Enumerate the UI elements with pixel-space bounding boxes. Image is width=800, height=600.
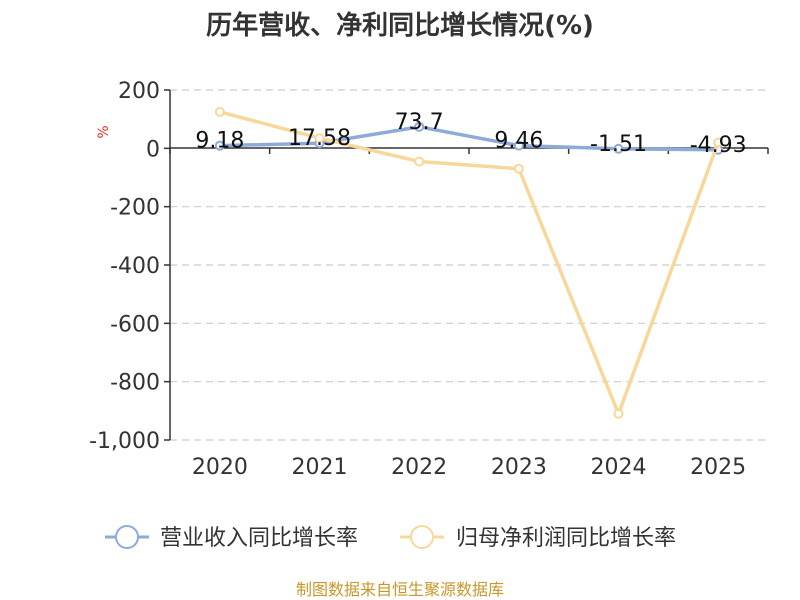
series [214, 106, 724, 419]
data-label: -1.51 [590, 132, 647, 157]
series-1-point [613, 143, 624, 154]
series-2-point [314, 133, 325, 144]
x-tick-label: 2025 [690, 455, 746, 480]
y-tick-label: -400 [110, 254, 160, 279]
series-line-1 [219, 125, 719, 152]
legend-label: 营业收入同比增长率 [160, 526, 358, 551]
y-tick-label: 0 [146, 137, 160, 162]
y-tick-label: 200 [118, 79, 160, 104]
x-tick-label: 2022 [391, 455, 447, 480]
data-label: 9.18 [195, 129, 244, 154]
series-2-point [214, 106, 225, 117]
x-tick-label: 2020 [192, 455, 248, 480]
series-1-point [414, 121, 425, 132]
y-tick-label: -1,000 [89, 429, 160, 454]
grid [170, 89, 768, 441]
series-2-point [713, 137, 724, 148]
series-2-point [613, 408, 624, 419]
data-label: 9.46 [494, 129, 543, 154]
series-2-point [414, 156, 425, 167]
data-labels: 9.18 17.58 73.7 9.46 -1.51 -4.93 [195, 110, 746, 158]
x-tick-label: 2024 [591, 455, 647, 480]
legend-swatch-marker [115, 525, 139, 549]
series-line-2 [219, 110, 720, 416]
series-1-point [513, 140, 524, 151]
series-2-point [513, 163, 524, 174]
y-tick-label: -800 [110, 371, 160, 396]
series-1-point [214, 140, 225, 151]
legend-swatch-marker [410, 525, 434, 549]
data-label: 17.58 [288, 126, 351, 151]
x-tick-label: 2023 [491, 455, 547, 480]
source-note: 制图数据来自恒生聚源数据库 [296, 580, 504, 599]
y-tick-label: -200 [110, 196, 160, 221]
chart-title: 历年营收、净利同比增长情况(%) [206, 10, 594, 41]
y-axis-label: % [96, 125, 112, 138]
x-tick-label: 2021 [292, 455, 348, 480]
data-label: -4.93 [690, 133, 747, 158]
y-tick-label: -600 [110, 312, 160, 337]
legend: 营业收入同比增长率 归母净利润同比增长率 [105, 525, 676, 551]
axes: 200 0 -200 -400 -600 -800 -1,000 2020 2021 2022 20… [89, 79, 769, 480]
data-label: 73.7 [395, 110, 444, 135]
legend-label: 归母净利润同比增长率 [456, 526, 676, 551]
